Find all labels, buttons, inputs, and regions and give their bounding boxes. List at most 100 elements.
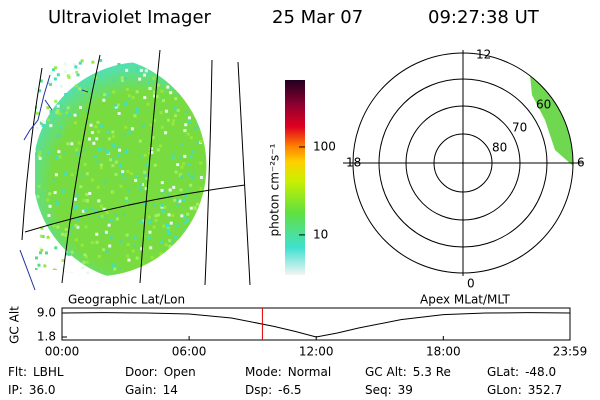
noise-pixel bbox=[195, 238, 199, 242]
noise-pixel bbox=[241, 64, 244, 67]
noise-pixel bbox=[188, 93, 192, 97]
noise-pixel bbox=[37, 263, 41, 267]
info-field: GLon: 352.7 bbox=[487, 383, 562, 397]
noise-pixel bbox=[61, 189, 65, 193]
noise-pixel bbox=[125, 233, 129, 237]
noise-pixel bbox=[117, 111, 121, 115]
noise-pixel bbox=[73, 197, 77, 201]
info-field: GC Alt: 5.3 Re bbox=[365, 365, 451, 379]
noise-pixel bbox=[214, 147, 217, 150]
noise-pixel bbox=[196, 246, 200, 250]
noise-pixel bbox=[172, 185, 176, 189]
noise-pixel bbox=[182, 270, 186, 274]
noise-pixel bbox=[226, 133, 229, 136]
noise-pixel bbox=[55, 65, 59, 69]
noise-pixel bbox=[54, 99, 58, 103]
noise-pixel bbox=[217, 93, 220, 96]
noise-pixel bbox=[35, 149, 36, 153]
noise-pixel bbox=[99, 166, 103, 170]
mlat-label: 80 bbox=[492, 141, 507, 155]
noise-pixel bbox=[184, 256, 188, 260]
noise-pixel bbox=[114, 160, 118, 164]
noise-pixel bbox=[241, 260, 244, 263]
noise-pixel bbox=[127, 235, 131, 239]
noise-pixel bbox=[56, 106, 60, 110]
noise-pixel bbox=[182, 162, 186, 166]
noise-pixel bbox=[226, 234, 229, 237]
noise-pixel bbox=[215, 121, 218, 124]
noise-pixel bbox=[220, 144, 223, 147]
noise-pixel bbox=[59, 104, 63, 108]
noise-pixel bbox=[132, 243, 136, 247]
noise-pixel bbox=[99, 285, 102, 288]
noise-pixel bbox=[182, 214, 186, 218]
noise-pixel bbox=[215, 121, 218, 124]
noise-pixel bbox=[73, 206, 77, 210]
noise-pixel bbox=[74, 148, 78, 152]
noise-pixel bbox=[120, 285, 123, 288]
noise-pixel bbox=[182, 198, 186, 202]
noise-pixel bbox=[184, 123, 188, 127]
noise-pixel bbox=[221, 267, 224, 270]
noise-pixel bbox=[127, 94, 131, 98]
noise-pixel bbox=[228, 101, 231, 104]
aurora bbox=[530, 75, 573, 165]
noise-pixel bbox=[117, 62, 121, 66]
noise-pixel bbox=[124, 102, 128, 106]
noise-pixel bbox=[209, 176, 212, 179]
noise-pixel bbox=[209, 215, 212, 218]
noise-pixel bbox=[194, 231, 198, 235]
noise-pixel bbox=[75, 193, 79, 197]
noise-pixel bbox=[92, 141, 96, 145]
noise-pixel bbox=[35, 115, 36, 119]
noise-pixel bbox=[187, 230, 191, 234]
noise-pixel bbox=[183, 154, 187, 158]
noise-pixel bbox=[30, 250, 33, 253]
noise-pixel bbox=[139, 186, 143, 190]
noise-pixel bbox=[226, 95, 229, 98]
noise-pixel bbox=[201, 251, 205, 255]
noise-pixel bbox=[55, 155, 59, 159]
noise-pixel bbox=[99, 163, 103, 167]
noise-pixel bbox=[93, 154, 97, 158]
noise-pixel bbox=[236, 189, 239, 192]
noise-pixel bbox=[231, 267, 234, 270]
noise-pixel bbox=[31, 68, 34, 71]
noise-pixel bbox=[199, 75, 203, 79]
noise-pixel bbox=[149, 246, 153, 250]
info-value: -6.5 bbox=[278, 383, 301, 397]
noise-pixel bbox=[38, 157, 42, 161]
noise-pixel bbox=[217, 65, 220, 68]
noise-pixel bbox=[88, 191, 92, 195]
noise-pixel bbox=[239, 278, 242, 281]
noise-pixel bbox=[230, 255, 233, 258]
noise-pixel bbox=[189, 155, 193, 159]
noise-pixel bbox=[108, 244, 112, 248]
noise-pixel bbox=[117, 279, 120, 282]
noise-pixel bbox=[161, 81, 165, 85]
noise-pixel bbox=[149, 146, 153, 150]
y-tick-label: 1.8 bbox=[37, 330, 56, 344]
noise-pixel bbox=[231, 81, 234, 84]
noise-pixel bbox=[196, 119, 200, 123]
noise-pixel bbox=[210, 165, 213, 168]
noise-pixel bbox=[102, 230, 106, 234]
colorbar-tick-label: 100 bbox=[313, 139, 336, 153]
noise-pixel bbox=[228, 98, 231, 101]
noise-pixel bbox=[96, 160, 100, 164]
noise-pixel bbox=[220, 245, 223, 248]
info-value: 39 bbox=[398, 383, 413, 397]
noise-pixel bbox=[74, 65, 78, 69]
noise-pixel bbox=[64, 70, 68, 74]
noise-pixel bbox=[216, 264, 219, 267]
noise-pixel bbox=[170, 270, 174, 274]
noise-pixel bbox=[52, 178, 56, 182]
noise-pixel bbox=[205, 181, 207, 185]
noise-pixel bbox=[135, 90, 139, 94]
noise-pixel bbox=[180, 165, 184, 169]
noise-pixel bbox=[70, 250, 74, 254]
noise-pixel bbox=[242, 81, 245, 84]
noise-pixel bbox=[226, 173, 229, 176]
colorbar-tick-label: 10 bbox=[313, 227, 328, 241]
noise-pixel bbox=[179, 188, 183, 192]
